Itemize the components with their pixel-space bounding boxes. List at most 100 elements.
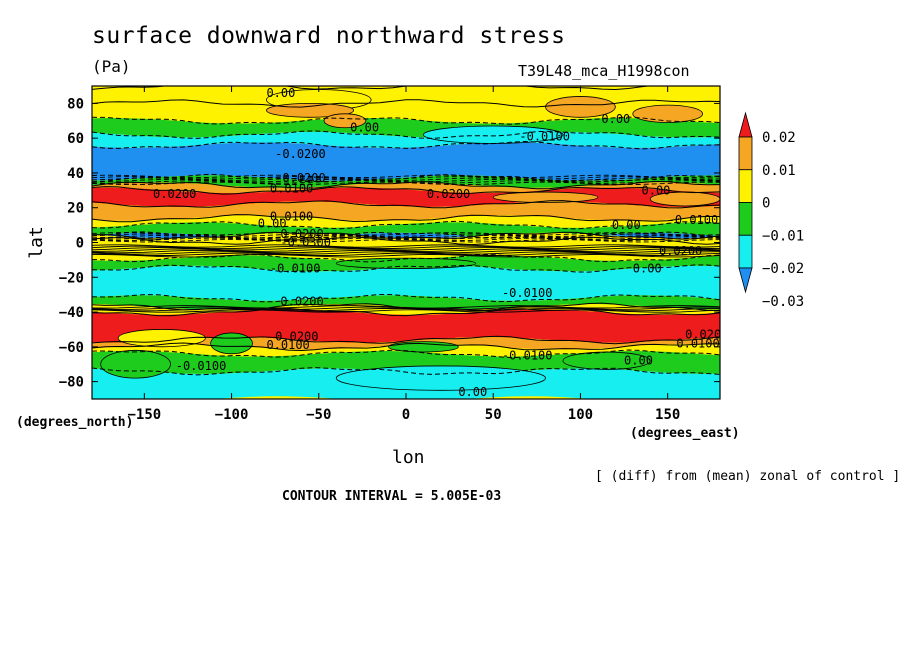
contour-label: -0.0300 bbox=[280, 236, 331, 250]
contour-label: 0.00 bbox=[458, 385, 487, 399]
zonal-band bbox=[92, 182, 720, 194]
colorbar-swatch bbox=[738, 111, 753, 138]
contour-line bbox=[92, 99, 720, 108]
contour-interval: CONTOUR INTERVAL = 5.005E-03 bbox=[282, 489, 502, 504]
contour-line bbox=[92, 237, 720, 242]
colorbar-label: −0.02 bbox=[762, 261, 804, 277]
contour-line bbox=[92, 367, 720, 376]
contour-label: 0.0100 bbox=[676, 336, 719, 350]
contour-label: -0.0100 bbox=[176, 359, 227, 373]
contour-label: 0.0200 bbox=[280, 295, 323, 309]
contour-line bbox=[92, 234, 720, 239]
colorbar-label: 0 bbox=[762, 196, 770, 212]
contour-label: 0.0200 bbox=[280, 227, 323, 241]
contour-patch bbox=[210, 332, 253, 355]
x-tick-label: 0 bbox=[402, 407, 410, 423]
zonal-band bbox=[92, 265, 720, 301]
contour-patch bbox=[492, 191, 599, 203]
contour-label: 0.0100 bbox=[270, 182, 313, 196]
zonal-band bbox=[92, 142, 720, 181]
contour-line bbox=[92, 86, 653, 91]
contour-label: -0.0200 bbox=[275, 171, 326, 185]
colorbar: 0.02 0.01 0 −0.01 −0.02 −0.03 bbox=[738, 111, 804, 310]
plot-fill bbox=[92, 86, 720, 399]
chart-title: surface downward northward stress bbox=[92, 23, 566, 49]
contour-line bbox=[92, 248, 720, 252]
y-tick-label: 0 bbox=[76, 236, 84, 252]
x-tick-label: −50 bbox=[306, 407, 331, 423]
contour-line bbox=[92, 307, 720, 312]
contour-label: 0.0100 bbox=[266, 338, 309, 352]
x-tick-label: 50 bbox=[485, 407, 502, 423]
contour-line bbox=[92, 130, 720, 139]
x-tick-label: −150 bbox=[127, 407, 161, 423]
y-tick-label: 80 bbox=[67, 96, 84, 112]
colorbar-swatch bbox=[738, 202, 753, 236]
contour-line bbox=[92, 264, 720, 273]
y-tick-label: −40 bbox=[59, 305, 84, 321]
y-tick-label: 20 bbox=[67, 201, 84, 217]
contour-patch bbox=[335, 257, 477, 269]
contour-label: 0.00 bbox=[633, 262, 662, 276]
contour-line bbox=[92, 140, 720, 150]
contour-line bbox=[92, 254, 720, 258]
contour-line bbox=[92, 178, 720, 183]
zonal-band bbox=[92, 232, 720, 261]
x-tick-label: 100 bbox=[568, 407, 593, 423]
y-tick-label: −60 bbox=[59, 340, 84, 356]
y-units-label: (degrees_north) bbox=[16, 415, 134, 430]
contour-label: 0.00 bbox=[601, 112, 630, 126]
x-tick-label: −100 bbox=[215, 407, 249, 423]
contour-line bbox=[92, 349, 720, 359]
x-units-label: (degrees_east) bbox=[630, 426, 740, 441]
contour-line bbox=[92, 186, 720, 195]
contour-line bbox=[92, 181, 720, 186]
x-axis-label: lon bbox=[392, 447, 425, 468]
contour-label: -0.0100 bbox=[270, 262, 321, 276]
contour-line bbox=[92, 214, 720, 223]
contour-label: -0.0100 bbox=[502, 349, 553, 363]
contour-line bbox=[92, 307, 720, 317]
contour-label: 0.0200 bbox=[153, 187, 196, 201]
contour-line bbox=[92, 247, 720, 251]
contour-line bbox=[92, 249, 720, 254]
contour-line bbox=[92, 174, 720, 179]
colorbar-swatch bbox=[738, 136, 753, 171]
y-tick-label: −20 bbox=[59, 270, 84, 286]
contour-label: 0.00 bbox=[612, 218, 641, 232]
contour-patch bbox=[323, 113, 367, 129]
zonal-band bbox=[92, 131, 720, 148]
contour-label: 0.0200 bbox=[685, 328, 728, 342]
contour-label: 0.00 bbox=[642, 183, 671, 197]
run-label: T39L48_mca_H1998con bbox=[518, 62, 690, 80]
contour-patch bbox=[335, 365, 546, 391]
y-tick-label: 40 bbox=[67, 166, 84, 182]
contour-line bbox=[92, 200, 720, 209]
contour-line bbox=[92, 220, 720, 230]
contour-patch bbox=[545, 96, 616, 118]
x-tick-label: 150 bbox=[655, 407, 680, 423]
contour-label: 0.00 bbox=[350, 121, 379, 135]
contour-line bbox=[92, 239, 720, 243]
contour-lines bbox=[92, 86, 720, 376]
footnote: [ (diff) from (mean) zonal of control ] bbox=[595, 469, 901, 484]
colorbar-label: −0.03 bbox=[762, 294, 804, 310]
colorbar-label: 0.02 bbox=[762, 130, 796, 146]
colorbar-swatch bbox=[738, 267, 753, 294]
zonal-band bbox=[92, 118, 720, 138]
contour-label: 0.0200 bbox=[659, 244, 702, 258]
colorbar-swatch bbox=[738, 234, 753, 269]
contour-label: -0.0200 bbox=[275, 147, 326, 161]
contour-line bbox=[92, 236, 720, 240]
colorbar-label: 0.01 bbox=[762, 163, 796, 179]
contour-label: -0.0100 bbox=[519, 129, 570, 143]
contour-line bbox=[92, 251, 720, 255]
contour-line bbox=[92, 293, 720, 303]
contour-line bbox=[92, 309, 720, 313]
zonal-band bbox=[92, 351, 720, 374]
contour-patch bbox=[632, 104, 703, 123]
contour-patch bbox=[100, 349, 171, 379]
contour-label: 0.00 bbox=[266, 86, 295, 100]
